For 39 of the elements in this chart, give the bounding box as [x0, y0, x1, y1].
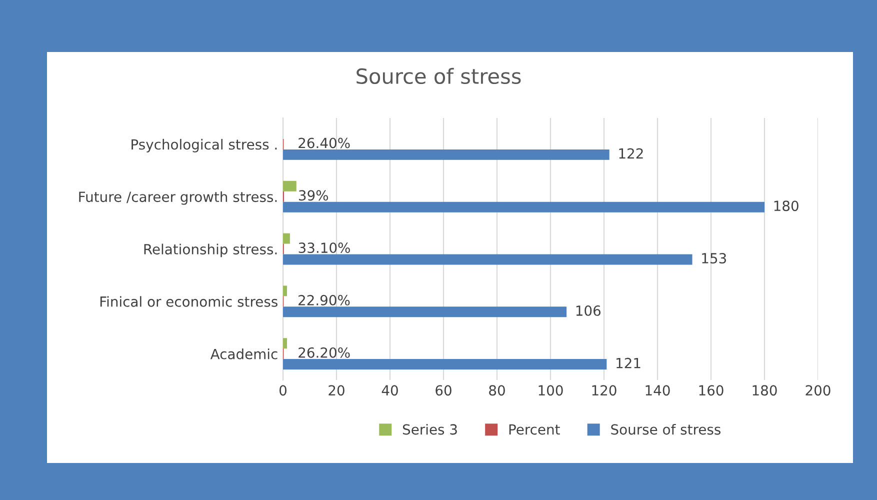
- data-label: 121: [616, 358, 640, 368]
- x-tick-label: 60: [436, 385, 452, 396]
- bar: [283, 359, 607, 370]
- y-tick-label: Academic: [210, 348, 278, 360]
- x-tick-label: 80: [489, 385, 505, 396]
- data-label: 106: [576, 305, 601, 316]
- x-tick-label: 160: [699, 385, 724, 396]
- data-label: 153: [702, 253, 726, 264]
- bar: [283, 286, 288, 296]
- x-tick-label: 120: [592, 385, 616, 396]
- x-tick-label: 100: [538, 385, 563, 396]
- x-tick-label: 200: [806, 385, 830, 396]
- bar: [283, 306, 567, 318]
- data-label: 33.10%: [298, 242, 350, 254]
- y-tick-label: Finical or economic stress: [100, 296, 278, 307]
- y-tick-label: Future /career growth stress.: [79, 191, 277, 205]
- data-label: 122: [619, 148, 643, 159]
- bar: [283, 338, 288, 349]
- data-label: 180: [774, 200, 798, 212]
- data-label: 22.90%: [298, 294, 350, 306]
- legend-label: Percent: [509, 424, 560, 435]
- data-label: 26.20%: [298, 347, 350, 358]
- legend-label: Series 3: [402, 424, 457, 435]
- legend-label: Sourse of stress: [611, 424, 720, 435]
- x-tick-label: 20: [328, 385, 344, 396]
- x-tick-label: 180: [752, 385, 777, 396]
- y-tick-label: Psychological stress .: [132, 138, 277, 152]
- bar: [283, 233, 290, 244]
- chart-title: Source of stress: [356, 68, 521, 84]
- data-label: 39%: [298, 190, 328, 201]
- bar: [283, 254, 692, 265]
- bar: [283, 149, 610, 160]
- data-label: 26.40%: [298, 138, 350, 148]
- bar: [283, 202, 764, 212]
- x-tick-label: 140: [646, 385, 670, 396]
- y-tick-label: Relationship stress.: [144, 244, 277, 258]
- x-tick-label: 40: [382, 385, 398, 396]
- x-tick-label: 0: [279, 385, 286, 396]
- bar: [283, 180, 296, 192]
